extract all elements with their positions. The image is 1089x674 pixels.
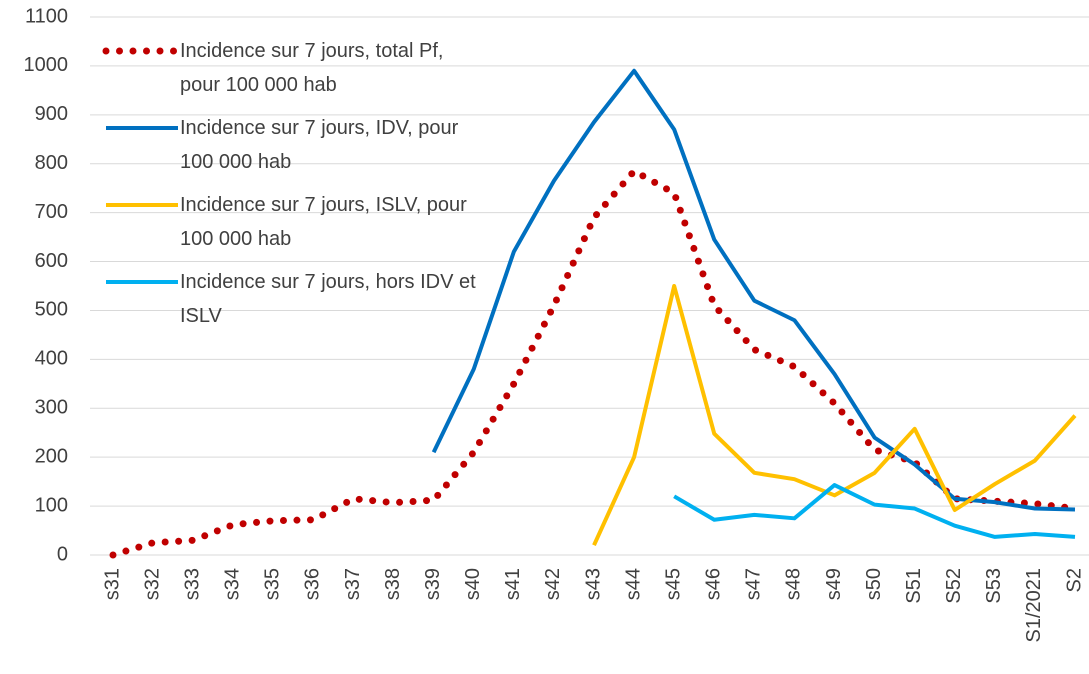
x-tick-label: s33 bbox=[181, 568, 203, 600]
x-tick-label: S51 bbox=[903, 568, 925, 604]
legend-swatch bbox=[106, 280, 178, 284]
legend-label: Incidence sur 7 jours, IDV, pour 100 000… bbox=[180, 117, 459, 173]
x-tick-label: s35 bbox=[262, 568, 284, 600]
y-tick-label: 1100 bbox=[25, 5, 68, 27]
legend-label: Incidence sur 7 jours, hors IDV et ISLV bbox=[180, 271, 476, 327]
x-tick-label: s50 bbox=[863, 568, 885, 600]
series-line bbox=[592, 284, 1077, 547]
y-tick-label: 400 bbox=[35, 348, 68, 370]
legend-swatch bbox=[106, 126, 178, 130]
x-tick-label: s49 bbox=[823, 568, 845, 600]
x-tick-label: s34 bbox=[222, 568, 244, 600]
x-tick-label: s47 bbox=[743, 568, 765, 600]
x-tick-label: s39 bbox=[422, 568, 444, 600]
x-tick-label: S53 bbox=[983, 568, 1005, 604]
x-tick-label: s48 bbox=[783, 568, 805, 600]
legend-label: Incidence sur 7 jours, total Pf, pour 10… bbox=[180, 40, 444, 96]
series-line bbox=[673, 483, 1076, 539]
x-tick-label: s31 bbox=[101, 568, 123, 600]
legend: Incidence sur 7 jours, total Pf, pour 10… bbox=[100, 34, 480, 342]
x-tick-label: s44 bbox=[622, 568, 644, 600]
legend-label: Incidence sur 7 jours, ISLV, pour 100 00… bbox=[180, 194, 467, 250]
x-tick-label: S2 bbox=[1063, 568, 1085, 592]
x-tick-label: s42 bbox=[542, 568, 564, 600]
legend-item: Incidence sur 7 jours, total Pf, pour 10… bbox=[100, 34, 480, 111]
y-tick-label: 800 bbox=[35, 152, 68, 174]
y-tick-label: 300 bbox=[35, 397, 68, 419]
x-tick-label: s46 bbox=[703, 568, 725, 600]
y-tick-label: 500 bbox=[35, 299, 68, 321]
x-tick-label: s45 bbox=[662, 568, 684, 600]
y-tick-label: 900 bbox=[35, 103, 68, 125]
legend-swatch bbox=[106, 203, 178, 207]
legend-item: Incidence sur 7 jours, ISLV, pour 100 00… bbox=[100, 188, 480, 265]
x-tick-label: s40 bbox=[462, 568, 484, 600]
x-tick-label: S1/2021 bbox=[1023, 568, 1045, 643]
series-line bbox=[431, 68, 1076, 512]
x-tick-label: s32 bbox=[141, 568, 163, 600]
x-tick-label: s37 bbox=[342, 568, 364, 600]
y-tick-label: 0 bbox=[57, 543, 68, 565]
legend-swatch bbox=[102, 47, 180, 55]
x-tick-label: s43 bbox=[582, 568, 604, 600]
y-tick-label: 600 bbox=[35, 250, 68, 272]
x-tick-label: S52 bbox=[943, 568, 965, 604]
x-tick-label: s38 bbox=[382, 568, 404, 600]
x-tick-label: s41 bbox=[502, 568, 524, 600]
y-tick-label: 100 bbox=[35, 494, 68, 516]
y-tick-label: 200 bbox=[35, 445, 68, 467]
legend-item: Incidence sur 7 jours, hors IDV et ISLV bbox=[100, 265, 480, 342]
x-tick-label: s36 bbox=[302, 568, 324, 600]
legend-item: Incidence sur 7 jours, IDV, pour 100 000… bbox=[100, 111, 480, 188]
y-tick-label: 1000 bbox=[24, 54, 69, 76]
y-tick-label: 700 bbox=[35, 201, 68, 223]
series-line bbox=[109, 166, 1079, 559]
